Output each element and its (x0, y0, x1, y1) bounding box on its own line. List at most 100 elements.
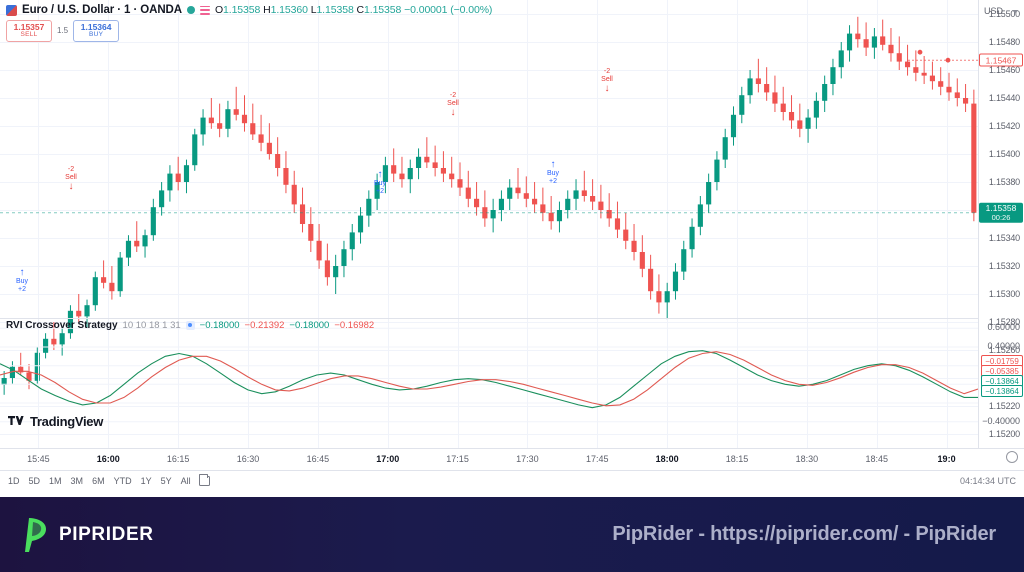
spread-value: 1.5 (57, 26, 69, 36)
rvi-value-1: −0.18000 (199, 320, 240, 331)
time-axis-label: 15:45 (27, 454, 50, 464)
current-price-badge: 1.15358 00:26 (979, 202, 1023, 223)
chart-container: ↑ Buy +2 -2 Sell ↓ ↑ Buy +2 -2 Sell ↓ ↑ (0, 0, 1024, 470)
rvi-axis[interactable]: 0.60000 0.40000 −0.40000 −0.01759 −0.05385 −0… (978, 318, 1024, 430)
ohlc-h-label: H (263, 4, 271, 16)
ohlc-l-label: L (310, 4, 317, 16)
price-axis-label: 1.15480 (988, 37, 1020, 47)
ohlc-c-value: 1.15358 (364, 4, 402, 16)
ohlc-o-value: 1.15358 (223, 4, 261, 16)
time-axis-label: 17:15 (446, 454, 469, 464)
time-axis-label: 16:30 (236, 454, 260, 464)
time-axis-label: 17:00 (376, 454, 400, 464)
price-axis-label: 1.15200 (988, 429, 1020, 439)
tradingview-mark-icon (8, 415, 24, 425)
tradingview-logo-text: TradingView (30, 414, 104, 429)
piprider-logo-icon (25, 517, 46, 552)
currency-selector[interactable]: USD (981, 4, 1021, 18)
marker-line-2: +2 (549, 178, 557, 186)
crosshair-settings-icon[interactable] (1006, 451, 1018, 463)
sell-label: SELL (20, 30, 38, 38)
time-axis[interactable]: 15:45 16:00 16:15 16:30 16:45 17:00 17:15 17:30… (0, 448, 1024, 470)
piprider-brand: PIPRIDER (22, 516, 154, 554)
ohlc-h-value: 1.15360 (270, 4, 308, 16)
rvi-axis-label: 0.40000 (987, 341, 1020, 351)
price-change: −0.00001 (404, 4, 448, 16)
rvi-axis-label: 0.60000 (987, 322, 1020, 333)
range-button-5d[interactable]: 5D (28, 475, 41, 486)
price-axis-label: 1.15420 (988, 121, 1020, 131)
rvi-axis-label: −0.40000 (982, 415, 1020, 426)
time-axis-label: 18:15 (725, 454, 749, 464)
marker-line-1: -2 (603, 68, 611, 75)
time-axis-label: 19:0 (937, 454, 956, 464)
range-button-1m[interactable]: 1M (49, 475, 62, 486)
time-axis-label: 17:30 (516, 454, 539, 464)
range-buttons: 1D 5D 1M 3M 6M YTD 1Y 5Y All (8, 476, 191, 486)
rvi-settings-icon[interactable] (185, 321, 195, 330)
sell-button[interactable]: 1.15357 SELL (6, 20, 52, 42)
range-button-ytd[interactable]: YTD (113, 475, 132, 486)
ohlc-values: O1.15358 H1.15360 L1.15358 C1.15358 −0.0… (214, 4, 493, 16)
ohlc-l-value: 1.15358 (316, 4, 354, 16)
price-axis-label: 1.15320 (988, 261, 1020, 271)
eurusd-flag-icon (6, 4, 17, 16)
marker-line-2: +2 (18, 286, 26, 294)
series-visibility-icon[interactable] (186, 6, 195, 14)
buy-label: BUY (88, 30, 104, 38)
buy-signal-marker[interactable]: ↑ Buy +2 (374, 170, 386, 196)
arrow-up-icon: ↑ (550, 159, 556, 170)
rvi-plot[interactable] (0, 318, 978, 430)
rvi-value-2: −0.21392 (244, 320, 285, 331)
trade-buttons-row: 1.15357 SELL 1.5 1.15364 BUY (6, 20, 492, 42)
price-axis-label: 1.15380 (988, 177, 1020, 187)
marker-line-2: +2 (376, 188, 384, 196)
time-axis-label: 16:45 (306, 454, 330, 464)
bar-countdown: 00:26 (991, 212, 1011, 222)
sell-signal-marker[interactable]: -2 Sell ↓ (65, 166, 77, 192)
ohlc-o-label: O (214, 4, 224, 16)
piprider-brand-name: PIPRIDER (59, 523, 154, 545)
rvi-legend: RVI Crossover Strategy 10 10 18 1 31 −0.… (6, 320, 374, 331)
price-axis-label: 1.15340 (988, 233, 1020, 243)
sell-price: 1.15357 (13, 22, 45, 32)
buy-price: 1.15364 (80, 22, 112, 32)
buy-signal-marker[interactable]: ↑ Buy +2 (547, 160, 559, 186)
sell-line-price-badge: 1.15467 (979, 53, 1023, 67)
piprider-footer: PIPRIDER PipRider - https://piprider.com… (0, 497, 1024, 572)
rvi-indicator-pane: 0.60000 0.40000 −0.40000 −0.01759 −0.05385 −0… (0, 318, 1024, 430)
marker-line-1: -2 (67, 166, 75, 173)
session-clock: 04:14:34 UTC (959, 475, 1016, 486)
rvi-value-3: −0.18000 (289, 320, 330, 331)
sell-signal-marker[interactable]: -2 Sell ↓ (601, 68, 613, 94)
rvi-name[interactable]: RVI Crossover Strategy (6, 320, 118, 331)
range-button-3m[interactable]: 3M (70, 475, 84, 486)
buy-signal-marker[interactable]: ↑ Buy +2 (16, 268, 28, 294)
symbol-title[interactable]: Euro / U.S. Dollar · 1 · OANDA (22, 4, 182, 16)
price-change-percent: (−0.00%) (450, 4, 493, 16)
candlestick-series (0, 16, 978, 395)
arrow-up-icon: ↑ (19, 267, 25, 278)
calendar-icon[interactable] (198, 473, 210, 486)
sell-signal-marker[interactable]: -2 Sell ↓ (447, 92, 459, 118)
time-axis-label: 16:15 (166, 454, 190, 464)
price-axis-label: 1.15260 (988, 345, 1020, 355)
range-button-6m[interactable]: 6M (92, 475, 105, 486)
legend-menu-icon[interactable] (199, 5, 210, 15)
currency-label: USD (984, 6, 1004, 16)
time-axis-label: 17:45 (586, 454, 609, 464)
current-price-value: 1.15358 (985, 202, 1017, 213)
range-button-all[interactable]: All (180, 475, 191, 486)
range-button-5y[interactable]: 5Y (160, 475, 172, 486)
tradingview-logo[interactable]: TradingView (8, 414, 103, 429)
buy-button[interactable]: 1.15364 BUY (73, 20, 120, 42)
range-button-1y[interactable]: 1Y (140, 475, 152, 486)
range-button-1d[interactable]: 1D (8, 475, 20, 486)
price-axis-label: 1.15300 (988, 289, 1020, 299)
time-axis-label: 16:00 (96, 454, 120, 464)
price-axis-label: 1.15460 (988, 65, 1020, 75)
ohlc-c-label: C (356, 4, 365, 16)
price-axis-label: 1.15280 (988, 317, 1020, 327)
rvi-series (0, 350, 978, 409)
